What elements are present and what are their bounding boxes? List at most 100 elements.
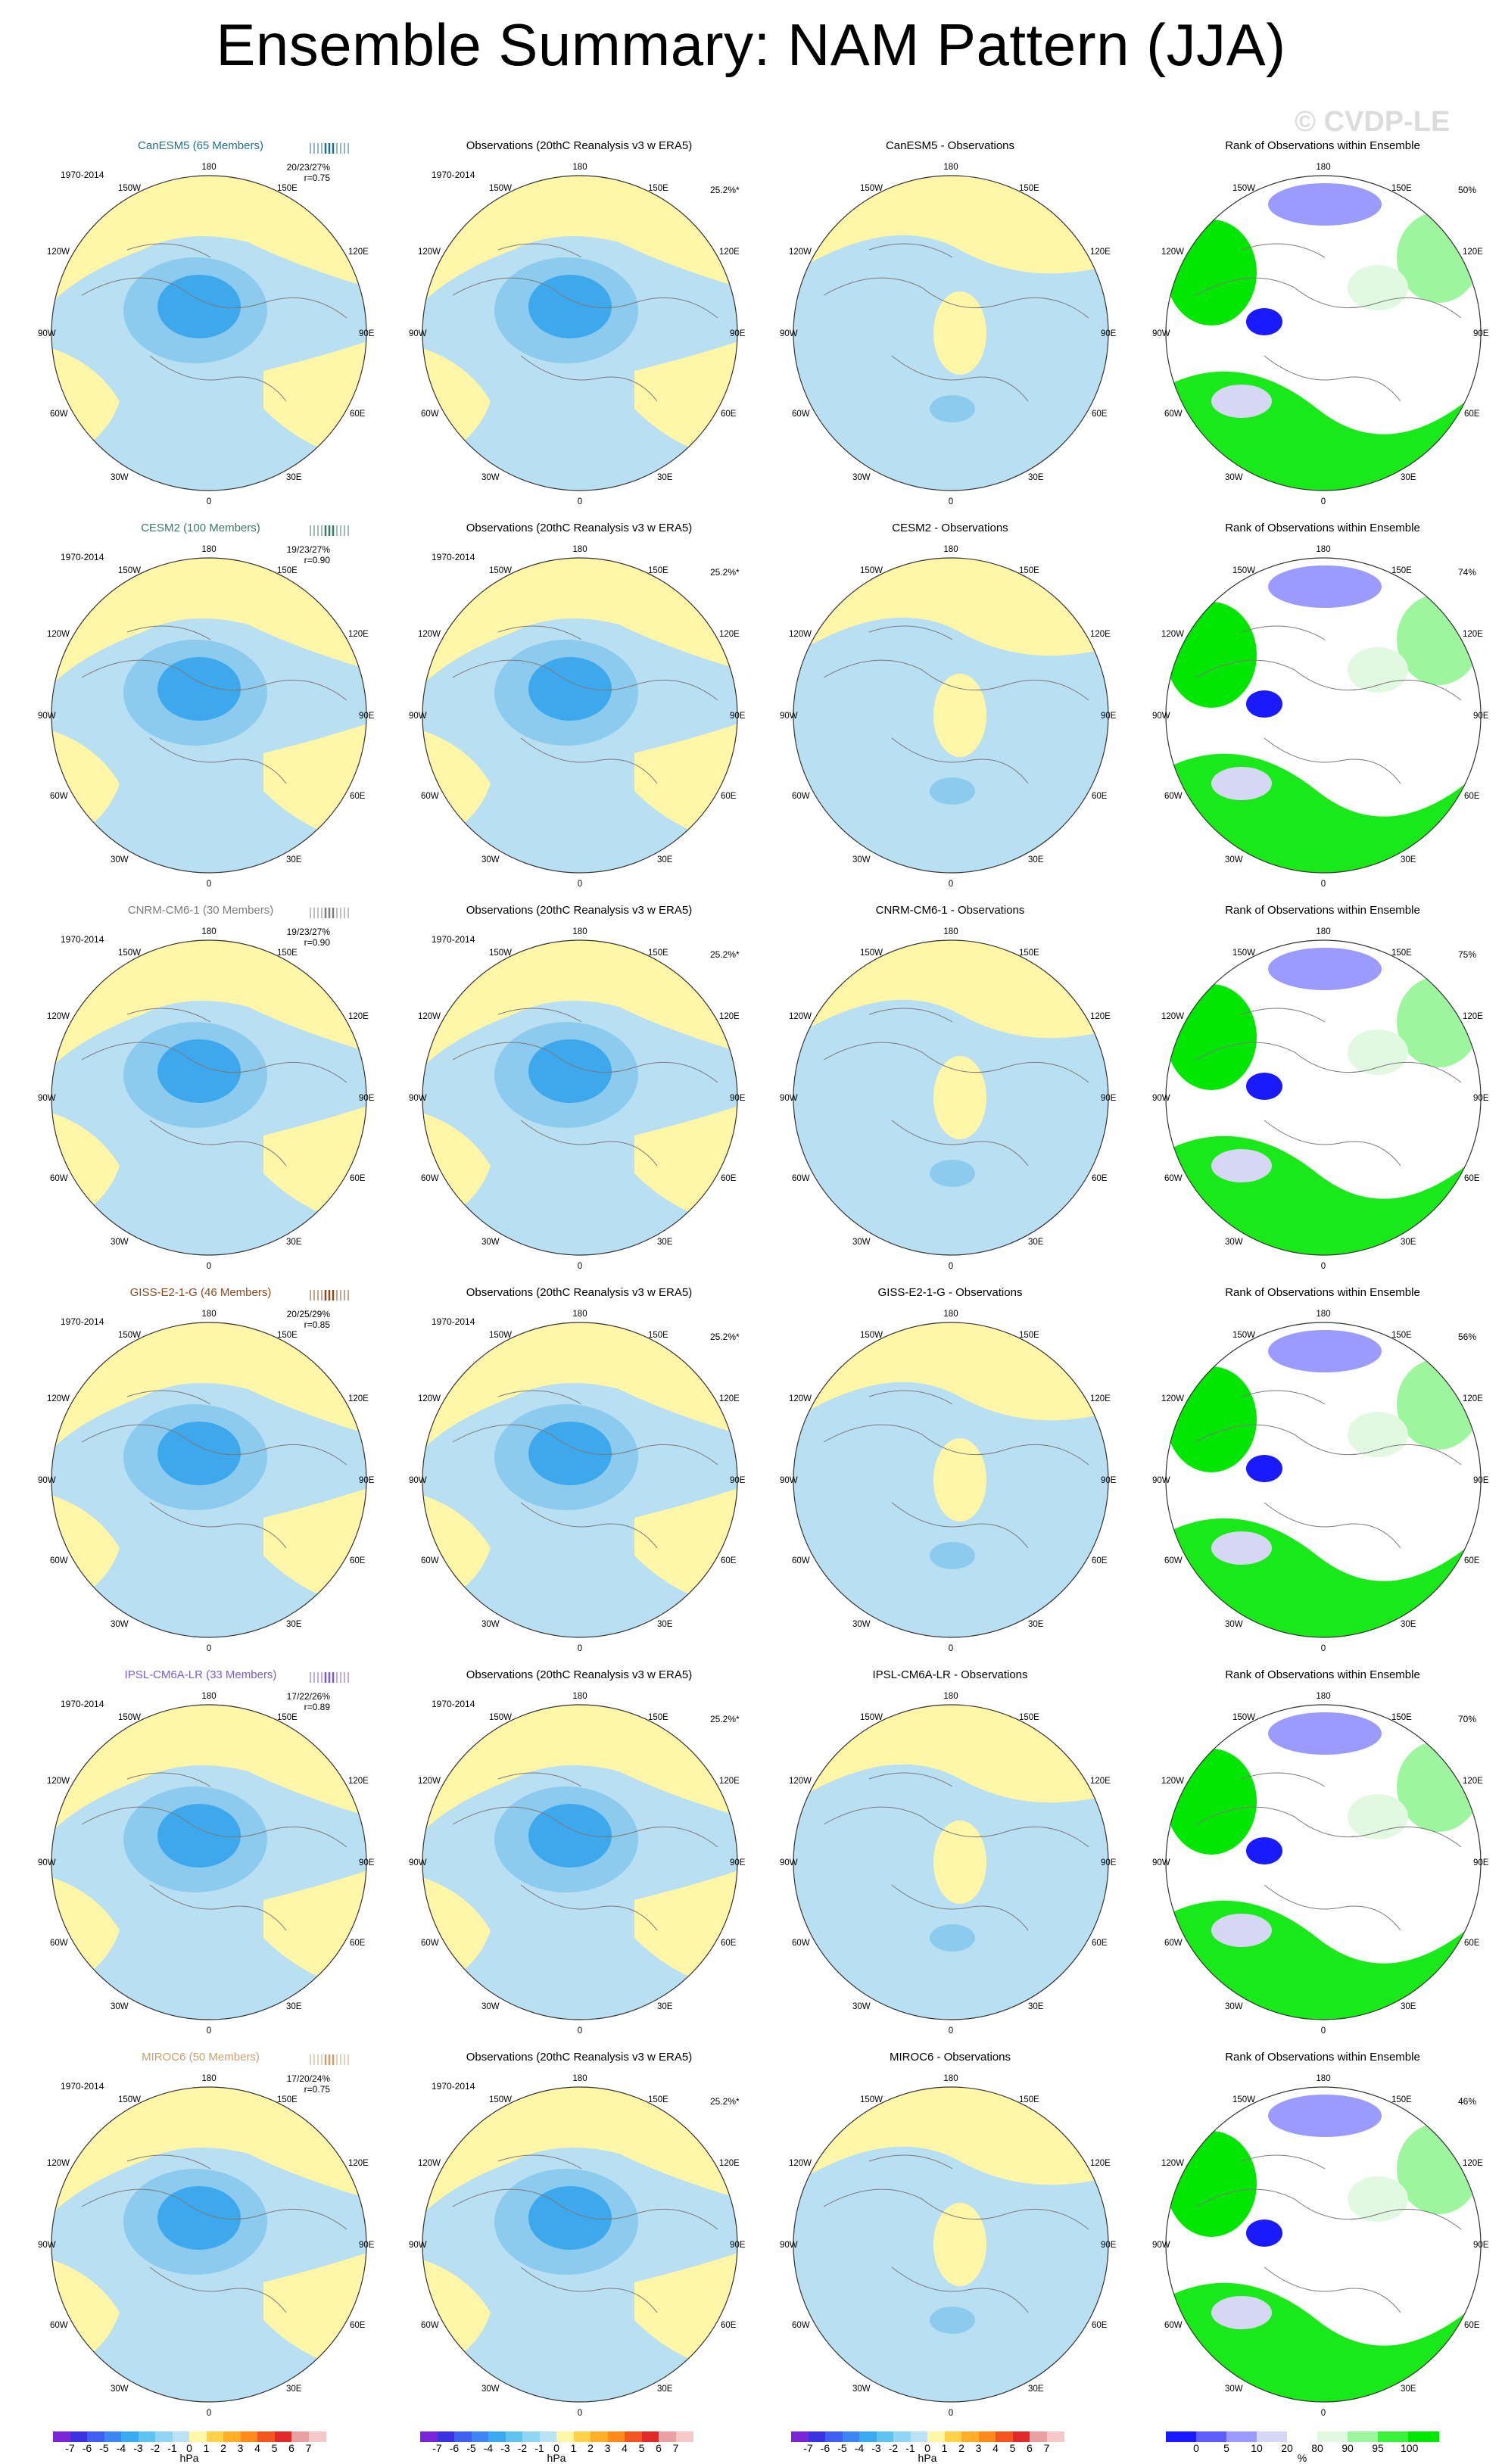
lon-label-upper-right-1: 150E: [1391, 949, 1412, 958]
lon-label-bottom: 0: [949, 2409, 953, 2418]
lon-label-lower-left-1: 60W: [792, 1939, 810, 1948]
model-stats: 20/23/27% r=0.75: [262, 162, 330, 183]
lon-label-bottom: 0: [1321, 880, 1326, 889]
lon-label-top: 180: [943, 1310, 958, 1319]
colorbar-cell: [944, 2431, 962, 2442]
colorbar-cell: [961, 2431, 979, 2442]
colorbar-cell: [1408, 2431, 1439, 2442]
lon-label-lower-left-2: 30W: [852, 1238, 871, 1247]
lon-label-lower-right-1: 60E: [350, 1174, 366, 1183]
lon-label-upper-left-1: 150W: [489, 1713, 512, 1722]
obs-map: 180 0 90W 90E 150W 120W 150E 120E 60W 30W 60E 30E: [409, 1692, 746, 2036]
colorbar-tick-label: 7: [305, 2442, 312, 2454]
diff-map-wrap: 180 0 90W 90E 150W 120W 150E 120E 60W 30W 60E 30E: [778, 159, 1126, 519]
lon-label-lower-left-2: 30W: [111, 1620, 129, 1629]
model-map: 180 0 90W 90E 150W 120W 150E 120E 60W 30W 60E 30E: [38, 1692, 375, 2036]
period-label: 1970-2014: [61, 934, 104, 945]
obs-map: 180 0 90W 90E 150W 120W 150E 120E 60W 30W 60E 30E: [409, 2074, 746, 2418]
lon-label-upper-left-1: 150W: [860, 566, 883, 575]
lon-label-lower-right-2: 30E: [286, 1620, 302, 1629]
lon-label-left: 90W: [1152, 712, 1170, 721]
colorbar-tick-label: 3: [237, 2442, 244, 2454]
lon-label-lower-right-2: 30E: [1401, 855, 1416, 864]
lon-label-bottom: 0: [578, 497, 582, 506]
colorbar-tick-label: 7: [1043, 2442, 1050, 2454]
lon-label-top: 180: [201, 1692, 216, 1701]
diff-panel: GISS-E2-1-G - Observations 180 0 90W 90E 150W…: [772, 1268, 1128, 1653]
lon-label-lower-right-2: 30E: [286, 2002, 302, 2011]
colorbar-cell: [1030, 2431, 1047, 2442]
lon-label-lower-right-2: 30E: [1401, 473, 1416, 482]
lon-label-top: 180: [572, 927, 587, 936]
model-map-wrap: 180 0 90W 90E 150W 120W 150E 120E 60W 30W 60E 30E: [36, 159, 385, 519]
lon-label-lower-left-1: 60W: [421, 410, 439, 419]
colorbar-tick-label: -4: [116, 2442, 126, 2454]
colorbar-tick-label: -4: [483, 2442, 494, 2454]
lon-label-top: 180: [572, 2074, 587, 2083]
lon-label-upper-right-1: 150E: [277, 949, 298, 958]
lon-label-lower-left-1: 60W: [50, 410, 68, 419]
lon-label-upper-right-2: 120E: [348, 1012, 369, 1021]
lon-label-upper-left-1: 150W: [118, 2095, 141, 2104]
lon-label-lower-right-1: 60E: [721, 1556, 737, 1565]
diff-panel-title: IPSL-CM6A-LR - Observations: [872, 1668, 1028, 1681]
lon-label-upper-right-2: 120E: [1090, 248, 1111, 257]
lon-label-upper-left-2: 120W: [789, 1012, 812, 1021]
lon-label-lower-left-1: 60W: [50, 1174, 68, 1183]
period-label: 1970-2014: [432, 2081, 475, 2092]
lon-label-upper-right-2: 120E: [348, 1777, 369, 1786]
rank-map: 180 0 90W 90E 150W 120W 150E 120E 60W 30W 60E 30E: [1152, 1310, 1489, 1653]
lon-label-upper-left-2: 120W: [789, 1777, 812, 1786]
colorbar-cell: [505, 2431, 523, 2442]
model-panel-title: MIROC6 (50 Members): [142, 2051, 260, 2064]
model-map-wrap: 180 0 90W 90E 150W 120W 150E 120E 60W 30W 60E 30E: [36, 541, 385, 901]
obs-panel-title: Observations (20thC Reanalysis v3 w ERA5…: [466, 2051, 693, 2064]
rank-pct: 74%: [1458, 567, 1477, 578]
obs-panel-title: Observations (20thC Reanalysis v3 w ERA5…: [466, 904, 693, 917]
colorbar-unit-label: %: [1297, 2452, 1307, 2464]
colorbar-tick-label: 6: [1027, 2442, 1033, 2454]
lon-label-bottom: 0: [578, 1644, 582, 1653]
lon-label-upper-left-1: 150W: [489, 1331, 512, 1340]
lon-label-upper-right-1: 150E: [1019, 184, 1039, 193]
rank-panel: Rank of Observations within Ensemble 70% 1…: [1145, 1650, 1500, 2036]
obs-panel-title: Observations (20thC Reanalysis v3 w ERA5…: [466, 1668, 693, 1681]
lon-label-bottom: 0: [1321, 1644, 1326, 1653]
lon-label-upper-left-1: 150W: [860, 1713, 883, 1722]
lon-label-upper-right-2: 120E: [1090, 2159, 1111, 2168]
lon-label-lower-right-2: 30E: [657, 855, 673, 864]
lon-label-upper-left-2: 120W: [47, 1777, 70, 1786]
lon-label-lower-right-2: 30E: [1028, 2002, 1044, 2011]
lon-label-upper-right-2: 120E: [1090, 630, 1111, 639]
rank-panel-title: Rank of Observations within Ensemble: [1225, 1668, 1420, 1681]
lon-label-left: 90W: [38, 1858, 56, 1867]
lon-label-bottom: 0: [1321, 2409, 1326, 2418]
lon-label-left: 90W: [1152, 329, 1170, 338]
lon-label-upper-right-1: 150E: [648, 949, 668, 958]
lon-label-lower-right-1: 60E: [350, 410, 366, 419]
lon-label-upper-right-1: 150E: [1391, 184, 1412, 193]
rank-pct: 50%: [1458, 185, 1477, 195]
lon-label-upper-right-2: 120E: [1090, 1777, 1111, 1786]
stats-line-1: 17/22/26%: [286, 1691, 330, 1702]
colorbar-tick-label: 90: [1342, 2442, 1354, 2454]
lon-label-lower-right-1: 60E: [721, 1939, 737, 1948]
lon-label-upper-right-1: 150E: [277, 1331, 298, 1340]
lon-label-lower-right-2: 30E: [1401, 1620, 1416, 1629]
lon-label-bottom: 0: [949, 1262, 953, 1271]
lon-label-upper-right-2: 120E: [1090, 1012, 1111, 1021]
stats-line-2: r=0.85: [304, 1319, 330, 1330]
diff-panel: IPSL-CM6A-LR - Observations 180 0 90W 90E 150…: [772, 1650, 1128, 2036]
lon-label-right: 90E: [1473, 1476, 1489, 1485]
lon-label-upper-right-1: 150E: [277, 566, 298, 575]
lon-label-lower-left-1: 60W: [421, 1939, 439, 1948]
lon-label-bottom: 0: [207, 2409, 211, 2418]
colorbar-cell: [808, 2431, 826, 2442]
model-panel: CNRM-CM6-1 (30 Members) 1970-2014 19/23/27…: [30, 886, 386, 1271]
lon-label-lower-right-2: 30E: [1028, 1620, 1044, 1629]
lon-label-lower-left-2: 30W: [481, 2002, 500, 2011]
model-stats: 19/23/27% r=0.90: [262, 544, 330, 565]
lon-label-upper-left-1: 150W: [1232, 2095, 1255, 2104]
lon-label-lower-right-2: 30E: [1028, 855, 1044, 864]
lon-label-upper-left-2: 120W: [418, 630, 441, 639]
